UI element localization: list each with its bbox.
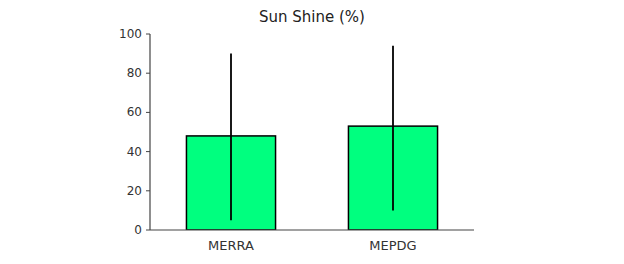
y-tick-label: 0 (134, 223, 142, 237)
error-bar-down (230, 136, 232, 220)
title: Sun Shine (%) (259, 8, 365, 26)
y-axis (149, 34, 150, 230)
y-tick-label: 100 (119, 27, 142, 41)
error-bar-down (392, 126, 394, 210)
error-bar-up (230, 54, 232, 136)
chart-container: Sun Shine (%) 0 20 40 60 80 100 MERRA MEPDG (0, 0, 624, 264)
x-axis (150, 229, 474, 230)
y-tick-label: 40 (127, 145, 142, 159)
chart-svg: Sun Shine (%) 0 20 40 60 80 100 MERRA MEPDG (0, 0, 624, 264)
y-tick-label: 20 (127, 184, 142, 198)
plot-area (186, 46, 437, 230)
y-tick-label: 80 (127, 66, 142, 80)
y-tick-label: 60 (127, 105, 142, 119)
bar (348, 126, 437, 230)
error-bar-up (392, 46, 394, 126)
x-tick-label: MERRA (208, 238, 254, 253)
x-tick-label: MEPDG (369, 238, 416, 253)
bar (186, 136, 275, 230)
